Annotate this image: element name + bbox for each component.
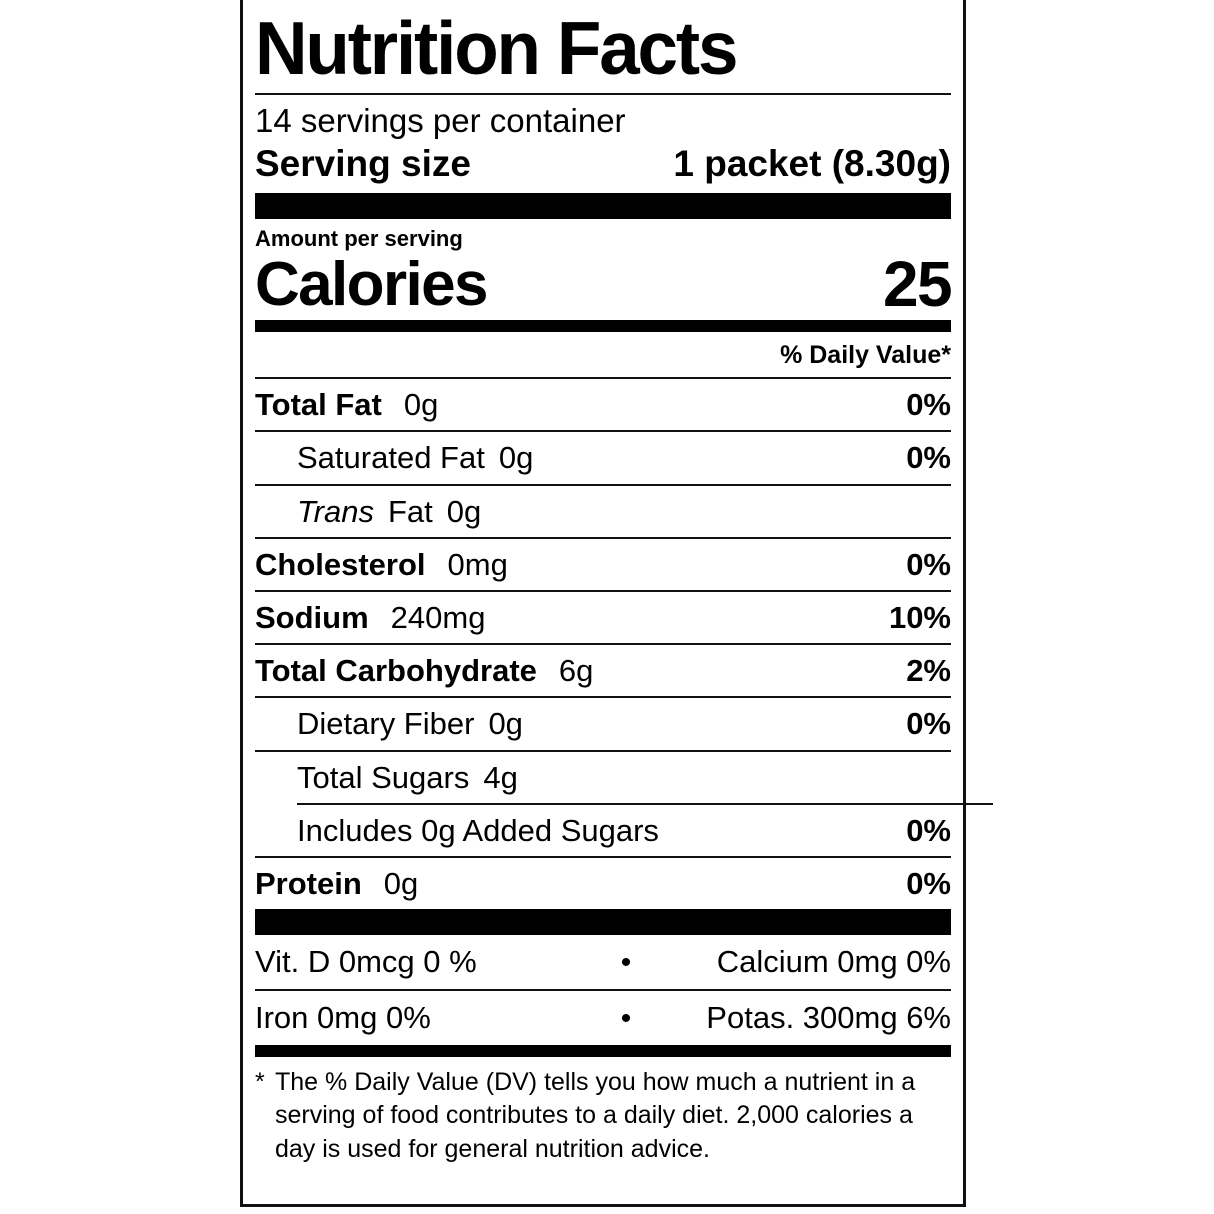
divider-row [255,377,951,380]
nutrient-name: Total Sugars [297,759,470,795]
nutrient-left: Cholesterol 0mg [255,546,508,583]
nutrient-row: Total Carbohydrate 6g 2% [255,645,951,696]
nutrient-list: Total Fat 0g 0% Saturated Fat 0g 0% Trans Fat 0g… [255,377,993,909]
nutrient-row: Total Sugars 4g [255,752,951,803]
nutrient-amount: 0g [488,706,523,742]
nutrient-left: Sodium 240mg [255,599,485,636]
nutrient-name: Dietary Fiber [297,706,475,742]
nutrient-name: Saturated Fat [297,440,485,476]
nutrient-row: Dietary Fiber 0g 0% [255,698,951,749]
nutrient-amount: 0g [446,493,482,529]
amount-per-serving-label: Amount per serving [255,225,463,251]
servings-per-container: 14 servings per container [255,101,626,139]
nutrient-name: Fat [387,493,433,529]
nutrient-name: Total Fat [255,387,382,423]
nutrient-left: Trans Fat 0g [297,493,481,530]
serving-size-row: Serving size 1 packet (8.30g) [255,142,951,192]
nutrient-row: Sodium 240mg 10% [255,592,951,643]
bullet-separator-icon: • [620,1002,632,1036]
nutrient-name: Total Carbohydrate [255,653,537,689]
nutrient-left: Includes 0g Added Sugars [297,812,659,849]
nutrient-name: Cholesterol [255,546,426,582]
nutrient-daily-value: 0% [906,706,951,742]
divider-row [255,590,951,593]
divider-row [297,802,993,805]
daily-value-header: % Daily Value* [780,341,951,370]
calories-label: Calories [255,250,488,320]
footnote-text: The % Daily Value (DV) tells you how muc… [275,1068,916,1163]
nutrient-left: Total Sugars 4g [297,759,518,796]
divider-row [255,749,951,752]
nutrient-daily-value: 0% [906,865,951,901]
nutrient-daily-value: 0% [906,812,951,848]
nutrient-row: Cholesterol 0mg 0% [255,539,951,590]
divider-row [255,430,951,433]
divider-med-under-calories [255,320,951,333]
nutrient-amount: 0mg [447,546,508,582]
nutrient-daily-value: 0% [906,440,951,476]
vitamin-row: Vit. D 0mcg 0 % • Calcium 0mg 0% [255,935,951,989]
nutrient-italic-lead: Trans [297,493,374,529]
divider-row [255,483,951,486]
nutrient-left: Total Fat 0g [255,386,438,423]
nutrient-amount: 0g [498,440,534,476]
nutrient-left: Protein 0g [255,865,418,902]
footnote-asterisk: * [255,1068,265,1097]
divider-row [255,696,951,699]
serving-size-label: Serving size [255,143,471,185]
nutrient-daily-value: 10% [888,600,951,636]
calories-value: 25 [883,248,953,321]
nutrient-row: Includes 0g Added Sugars 0% [255,805,951,856]
vitamin-right-value: Potas. 300mg 6% [706,1000,951,1036]
divider-under-title [255,92,951,95]
divider-vitamin-row [255,989,951,992]
divider-row [255,855,951,858]
bullet-separator-icon: • [620,946,632,980]
nutrient-amount: 240mg [390,600,486,636]
nutrient-name: Protein [255,865,362,901]
nutrient-left: Dietary Fiber 0g [297,705,523,742]
nutrient-amount: 0g [403,387,439,423]
nutrient-amount: 6g [558,653,594,689]
nutrient-name: Sodium [255,600,369,636]
nutrient-daily-value: 2% [906,653,951,689]
nutrient-daily-value: 0% [906,546,951,582]
nutrient-amount: 0g [383,865,419,901]
nutrient-amount: 4g [483,759,518,795]
label-title: Nutrition Facts [255,6,738,90]
nutrient-daily-value: 0% [906,387,951,423]
nutrition-facts-label: Nutrition Facts 14 servings per containe… [240,0,993,1207]
nutrient-name: Includes 0g Added Sugars [297,812,659,848]
nutrient-row: Protein 0g 0% [255,858,951,909]
calories-row: Calories 25 [255,248,953,321]
nutrient-row: Saturated Fat 0g 0% [255,432,951,483]
nutrient-row: Total Fat 0g 0% [255,379,951,430]
vitamin-row: Iron 0mg 0% • Potas. 300mg 6% [255,991,951,1045]
vitamin-left-value: Vit. D 0mcg 0 % [255,944,477,980]
serving-size-value: 1 packet (8.30g) [673,143,951,185]
divider-thick-under-protein [255,909,951,936]
vitamin-left-value: Iron 0mg 0% [255,1000,431,1036]
daily-value-footnote: * The % Daily Value (DV) tells you how m… [255,1057,951,1166]
divider-thick-top [255,192,951,219]
vitamin-list: Vit. D 0mcg 0 % • Calcium 0mg 0% Iron 0mg 0… [255,935,951,1045]
nutrient-left: Saturated Fat 0g [297,439,533,476]
divider-row [255,643,951,646]
nutrient-left: Total Carbohydrate 6g [255,652,593,689]
vitamin-right-value: Calcium 0mg 0% [716,944,951,980]
nutrient-row: Trans Fat 0g [255,486,951,537]
divider-med-above-footnote [255,1045,951,1058]
divider-row [255,536,951,539]
